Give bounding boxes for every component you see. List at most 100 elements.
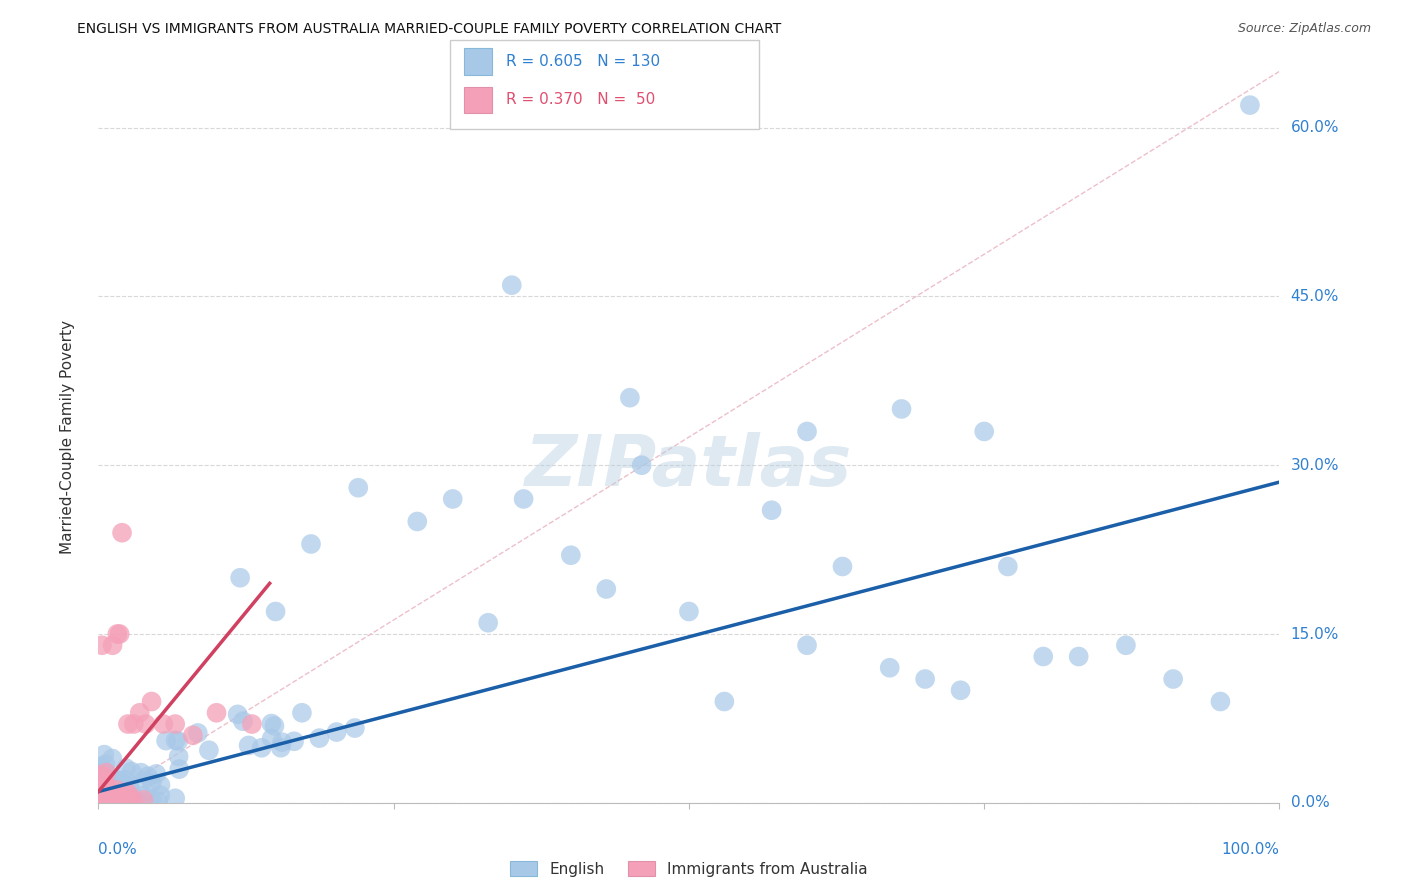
Point (96, 790, 118, 805)
Point (101, 751, 124, 765)
Point (97, 789, 120, 804)
Point (120, 782, 142, 797)
Point (121, 764, 143, 779)
Point (165, 791, 187, 805)
Point (89, 791, 111, 805)
Point (94, 757, 117, 772)
Point (103, 788, 125, 802)
Point (141, 776, 163, 790)
Y-axis label: Married-Couple Family Poverty: Married-Couple Family Poverty (60, 320, 75, 554)
Point (93, 790, 115, 805)
Point (291, 706, 314, 720)
Point (89, 780, 111, 794)
Point (260, 731, 283, 746)
Point (1209, 694, 1232, 708)
Point (94, 779, 117, 793)
Text: R = 0.605   N = 130: R = 0.605 N = 130 (506, 54, 661, 69)
Point (101, 784, 124, 798)
Point (94, 779, 117, 793)
Point (108, 627, 131, 641)
Point (90, 789, 112, 803)
Point (90, 768, 112, 782)
Point (108, 791, 131, 805)
Point (441, 491, 464, 506)
Point (595, 582, 617, 596)
Point (100, 773, 122, 788)
Point (93, 776, 115, 790)
Point (100, 792, 122, 806)
Point (139, 792, 162, 806)
Point (98, 794, 121, 808)
Point (264, 605, 287, 619)
Point (347, 481, 370, 495)
Point (104, 789, 127, 804)
Point (141, 694, 163, 708)
Point (89, 782, 111, 797)
Text: 30.0%: 30.0% (1291, 458, 1339, 473)
Text: 15.0%: 15.0% (1291, 626, 1339, 641)
Point (122, 717, 145, 731)
Point (91, 766, 114, 780)
Point (127, 795, 149, 809)
Point (90, 792, 112, 806)
Point (560, 548, 582, 562)
Text: Source: ZipAtlas.com: Source: ZipAtlas.com (1237, 22, 1371, 36)
Point (678, 605, 700, 619)
Point (90, 793, 112, 807)
Point (831, 559, 853, 574)
Text: R = 0.370   N =  50: R = 0.370 N = 50 (506, 93, 655, 107)
Point (93, 774, 115, 789)
Point (1115, 638, 1137, 652)
Point (94, 793, 117, 807)
Text: 60.0%: 60.0% (1291, 120, 1339, 135)
Point (100, 790, 122, 805)
Point (477, 615, 499, 630)
Point (136, 769, 159, 783)
Point (96, 765, 118, 780)
Text: 45.0%: 45.0% (1291, 289, 1339, 304)
Point (96, 790, 118, 805)
Point (107, 791, 129, 805)
Point (997, 559, 1019, 574)
Point (308, 731, 330, 745)
Point (149, 778, 172, 792)
Point (89, 793, 111, 807)
Point (91, 783, 114, 797)
Point (90, 785, 112, 799)
Point (512, 491, 534, 506)
Point (96, 778, 118, 792)
Point (165, 717, 187, 731)
Point (89, 792, 111, 806)
Point (103, 786, 125, 800)
Point (91, 791, 114, 805)
Point (105, 782, 128, 797)
Point (90, 794, 112, 808)
Point (761, 503, 783, 517)
Point (114, 795, 136, 809)
Point (89, 791, 111, 805)
Point (91, 638, 114, 652)
Point (260, 716, 283, 731)
Point (96, 789, 118, 804)
Point (152, 717, 174, 731)
Point (1032, 649, 1054, 664)
Point (104, 795, 127, 809)
Point (713, 694, 735, 708)
Point (501, 278, 523, 293)
Text: 0.0%: 0.0% (98, 842, 138, 856)
Point (250, 740, 273, 755)
Point (167, 749, 190, 764)
Point (118, 780, 141, 794)
Point (890, 401, 912, 416)
Point (630, 458, 652, 473)
Point (91, 782, 114, 797)
Point (91, 794, 114, 808)
Point (232, 714, 254, 729)
Point (89, 760, 111, 774)
Text: ENGLISH VS IMMIGRANTS FROM AUSTRALIA MARRIED-COUPLE FAMILY POVERTY CORRELATION C: ENGLISH VS IMMIGRANTS FROM AUSTRALIA MAR… (77, 22, 782, 37)
Point (89, 790, 111, 805)
Point (132, 793, 155, 807)
Point (325, 725, 347, 739)
Point (129, 765, 152, 780)
Point (96, 795, 118, 809)
